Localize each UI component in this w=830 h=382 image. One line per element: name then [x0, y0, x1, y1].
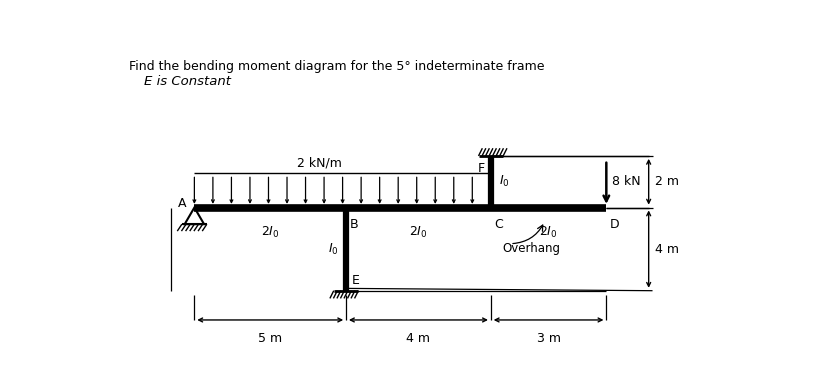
- Text: Find the bending moment diagram for the 5° indeterminate frame: Find the bending moment diagram for the …: [129, 60, 544, 73]
- Text: 3 m: 3 m: [536, 332, 560, 345]
- Text: 5 m: 5 m: [258, 332, 282, 345]
- Text: D: D: [610, 219, 620, 231]
- Text: $2I_0$: $2I_0$: [540, 225, 558, 240]
- Text: 4 m: 4 m: [407, 332, 431, 345]
- Text: E: E: [352, 274, 360, 287]
- Text: $2I_0$: $2I_0$: [409, 225, 427, 240]
- Text: $I_0$: $I_0$: [328, 241, 339, 257]
- Text: 2 m: 2 m: [655, 175, 679, 188]
- Text: 4 m: 4 m: [655, 243, 679, 256]
- Text: Overhang: Overhang: [502, 242, 560, 255]
- Text: $I_0$: $I_0$: [499, 174, 510, 189]
- Text: 2 kN/m: 2 kN/m: [296, 156, 342, 169]
- Text: A: A: [178, 197, 187, 210]
- Text: E is Constant: E is Constant: [144, 75, 232, 88]
- Text: C: C: [495, 219, 504, 231]
- Text: F: F: [477, 162, 485, 175]
- Text: $2I_0$: $2I_0$: [261, 225, 279, 240]
- Text: B: B: [350, 219, 359, 231]
- Text: 8 kN: 8 kN: [613, 175, 641, 188]
